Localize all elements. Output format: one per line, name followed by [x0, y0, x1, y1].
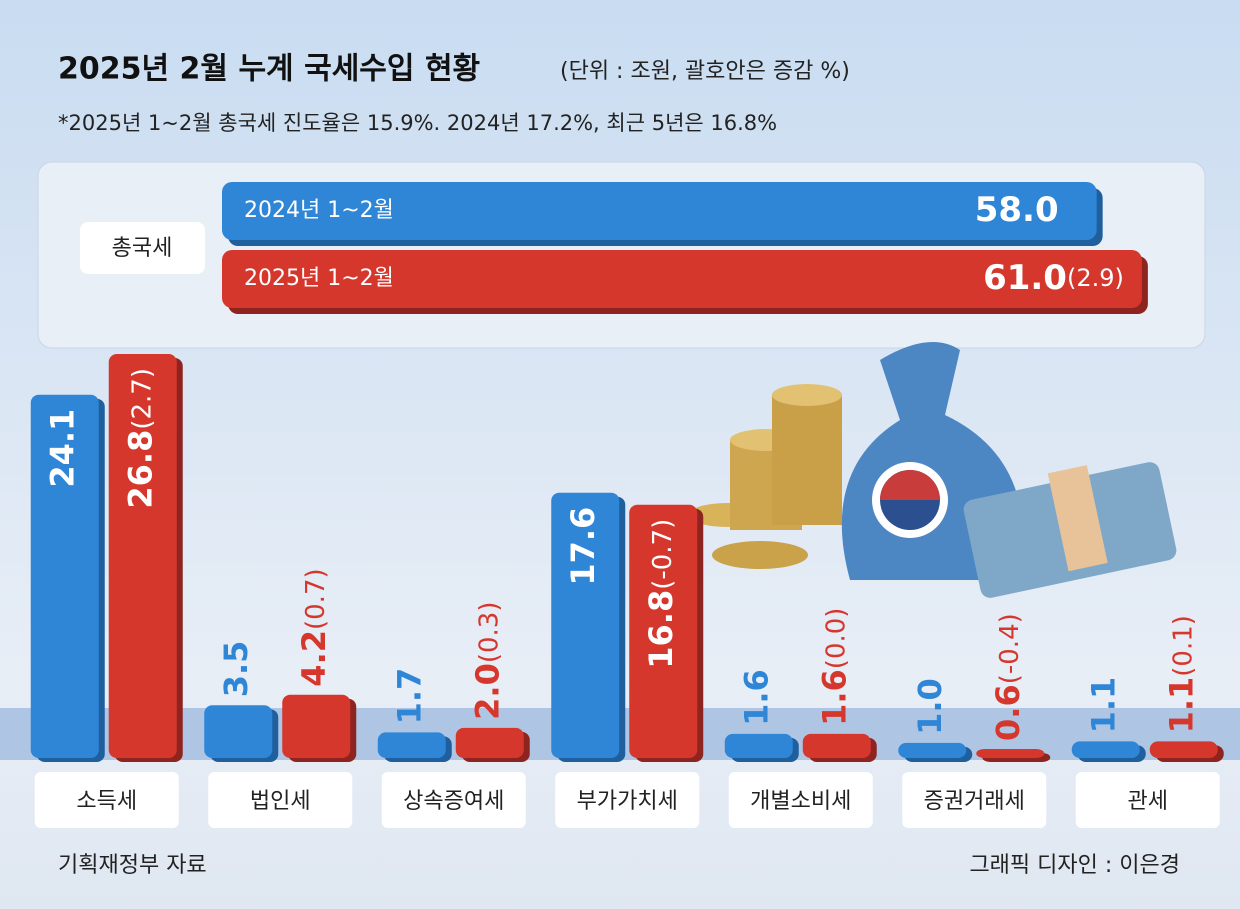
value-label: 1.6: [738, 669, 776, 726]
value: 1.6: [816, 669, 854, 726]
bar: [282, 694, 351, 758]
change: (-0.4): [995, 613, 1025, 684]
bar: [30, 394, 99, 758]
bar: [976, 748, 1045, 758]
value: 1.6: [738, 669, 776, 726]
category-box: [902, 772, 1047, 828]
change: (2.7): [127, 368, 157, 430]
bar: [222, 250, 1142, 308]
x-tick-label: 증권거래세: [924, 789, 1025, 814]
change: (0.1): [1168, 615, 1198, 677]
change: (-0.7): [648, 519, 678, 590]
bar: [724, 733, 793, 758]
x-tick-label: 소득세: [76, 789, 137, 814]
value-label: 1.6(0.0): [816, 608, 854, 726]
value: 24.1: [44, 409, 82, 488]
change: (0.3): [474, 602, 504, 664]
value: 61.0: [983, 258, 1067, 298]
value: 1.1: [1163, 677, 1201, 734]
change: (2.9): [1067, 264, 1124, 292]
value-label: 2.0(0.3): [469, 602, 507, 720]
bar: [204, 705, 273, 758]
value-label: 1.7: [391, 668, 429, 725]
value: 1.7: [391, 668, 429, 725]
bar: [108, 354, 177, 758]
value: 2.0: [469, 663, 507, 720]
x-tick-label: 개별소비세: [750, 789, 851, 814]
category-box: [208, 772, 353, 828]
unit: (단위 : 조원, 괄호안은 증감 %): [560, 59, 850, 84]
category-box: [381, 772, 526, 828]
bar: [551, 492, 620, 758]
value-label: 61.0(2.9): [983, 258, 1124, 298]
value-label: 1.0: [911, 678, 949, 735]
value: 17.6: [564, 507, 602, 586]
value-label: 1.1(0.1): [1163, 615, 1201, 733]
value-label: 3.5: [217, 641, 255, 698]
source: 기획재정부 자료: [58, 853, 207, 878]
value: 16.8: [642, 590, 680, 669]
x-tick-label: 관세: [1128, 789, 1168, 814]
value-label: 1.1: [1085, 677, 1123, 734]
value: 4.2: [295, 630, 333, 687]
category-box: [728, 772, 873, 828]
series-label: 2024년 1~2월: [244, 198, 394, 223]
bar: [898, 742, 967, 758]
bar: [1071, 741, 1140, 758]
title: 2025년 2월 누계 국세수입 현황: [58, 52, 480, 87]
value-label: 16.8(-0.7): [642, 519, 680, 669]
bar: [377, 732, 446, 758]
value: 0.6: [989, 684, 1027, 741]
value-label: 0.6(-0.4): [989, 613, 1027, 741]
credit: 그래픽 디자인 : 이은경: [969, 853, 1180, 878]
value-label: 4.2(0.7): [295, 568, 333, 686]
illustration: [688, 342, 1177, 598]
category-label: 총국세: [112, 236, 173, 261]
value-label: 58.0: [975, 190, 1059, 230]
category-box: [80, 222, 205, 274]
value-label: 26.8(2.7): [122, 368, 160, 509]
value: 58.0: [975, 190, 1059, 230]
category-box: [1075, 772, 1220, 828]
x-tick-label: 부가가치세: [577, 789, 678, 814]
bar: [1149, 741, 1218, 758]
bar: [222, 182, 1097, 240]
value: 3.5: [217, 641, 255, 698]
bar: [629, 504, 698, 758]
value-label: 17.6: [564, 507, 602, 586]
x-tick-label: 법인세: [250, 789, 311, 814]
bar: [802, 733, 871, 758]
bar: [455, 727, 524, 758]
x-tick-label: 상속증여세: [403, 789, 504, 814]
category-box: [34, 772, 179, 828]
value: 1.1: [1085, 677, 1123, 734]
value: 26.8: [122, 430, 160, 509]
series-label: 2025년 1~2월: [244, 266, 394, 291]
change: (0.7): [301, 568, 331, 630]
value-label: 24.1: [44, 409, 82, 488]
note: *2025년 1~2월 총국세 진도율은 15.9%. 2024년 17.2%,…: [58, 111, 777, 135]
change: (0.0): [821, 608, 851, 670]
category-box: [555, 772, 700, 828]
value: 1.0: [911, 678, 949, 735]
